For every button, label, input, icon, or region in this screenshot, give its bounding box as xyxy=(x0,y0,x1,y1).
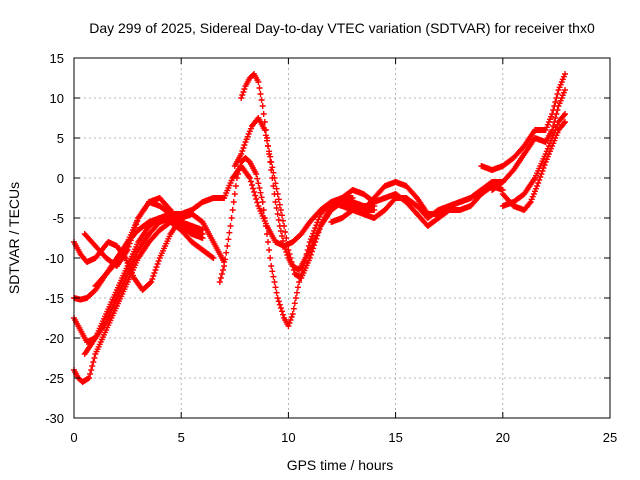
y-tick-label: 15 xyxy=(50,51,64,66)
series-trace-15 xyxy=(478,71,568,173)
x-tick-label: 5 xyxy=(178,430,185,445)
gridlines xyxy=(74,58,610,418)
axis-ticks: 0 5 10 15 20 25 -30 -25 -20 -15 -10 -5 0 5 10 15 xyxy=(45,51,617,445)
y-tick-label: -15 xyxy=(45,291,64,306)
data-point-markers xyxy=(328,183,496,225)
y-tick-label: 10 xyxy=(50,91,64,106)
y-axis-label: SDTVAR / TECUs xyxy=(6,182,22,294)
y-tick-label: 5 xyxy=(57,131,64,146)
data-point-markers xyxy=(92,195,206,289)
x-axis-label: GPS time / hours xyxy=(287,457,394,473)
series-trace-8 xyxy=(216,155,378,329)
x-tick-label: 25 xyxy=(603,430,617,445)
chart-title: Day 299 of 2025, Sidereal Day-to-day VTE… xyxy=(89,20,595,36)
data-point-markers xyxy=(499,119,568,213)
x-tick-label: 0 xyxy=(70,430,77,445)
series-trace-16 xyxy=(489,87,568,193)
series-trace-7 xyxy=(92,195,206,289)
series-trace-18 xyxy=(499,119,568,213)
series-trace-6 xyxy=(81,195,228,357)
x-tick-label: 10 xyxy=(281,430,295,445)
x-tick-label: 20 xyxy=(496,430,510,445)
data-point-markers xyxy=(216,155,378,329)
data-point-markers xyxy=(489,87,568,193)
data-points xyxy=(71,71,568,385)
y-tick-label: -25 xyxy=(45,371,64,386)
data-point-markers xyxy=(478,71,568,173)
y-tick-label: 0 xyxy=(57,171,64,186)
y-tick-label: -5 xyxy=(52,211,64,226)
y-tick-label: -30 xyxy=(45,411,64,426)
series-trace-14 xyxy=(328,183,496,225)
y-tick-label: -10 xyxy=(45,251,64,266)
plot-area-frame xyxy=(73,57,611,419)
y-tick-label: -20 xyxy=(45,331,64,346)
data-point-markers xyxy=(81,195,228,357)
x-tick-label: 15 xyxy=(388,430,402,445)
